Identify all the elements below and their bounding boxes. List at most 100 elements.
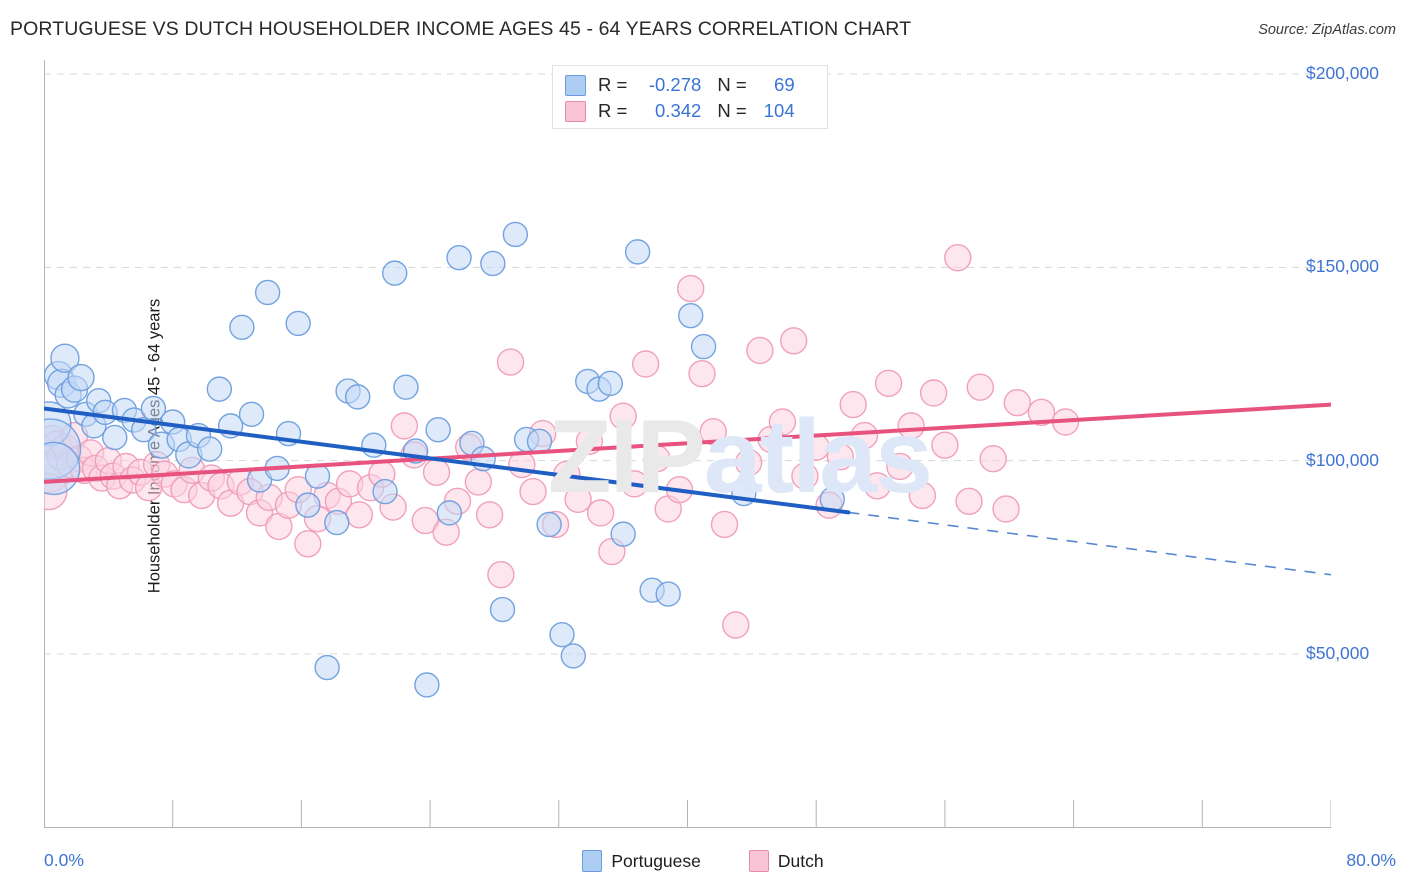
y-axis-tick-label: $200,000	[1306, 63, 1379, 83]
series-legend-item-dutch[interactable]: Dutch	[748, 850, 824, 872]
scatter-point	[1027, 398, 1056, 427]
scatter-point	[966, 373, 994, 401]
scatter-point	[382, 260, 408, 286]
stats-legend-row-dutch: R = 0.342 N = 104	[565, 98, 817, 124]
scatter-point	[699, 417, 727, 446]
r-label-portuguese: R =	[598, 74, 628, 95]
scatter-point	[1003, 388, 1031, 417]
scatter-point	[746, 336, 774, 365]
scatter-point	[826, 443, 855, 471]
scatter-point	[610, 521, 636, 547]
scatter-point	[560, 643, 586, 669]
scatter-point	[294, 530, 322, 558]
scatter-point	[655, 581, 681, 607]
scatter-point	[50, 343, 80, 373]
scatter-point	[229, 314, 255, 340]
scatter-point	[863, 472, 892, 500]
scatter-point	[425, 417, 451, 443]
scatter-point	[791, 462, 819, 490]
scatter-point	[586, 499, 615, 527]
series-legend: Portuguese Dutch	[0, 850, 1406, 872]
scatter-point	[345, 384, 371, 410]
series-legend-item-portuguese[interactable]: Portuguese	[582, 850, 701, 872]
scatter-point	[678, 302, 704, 329]
legend-swatch-dutch	[565, 100, 586, 122]
scatter-point	[688, 359, 716, 388]
trendline-solid	[44, 402, 1331, 484]
scatter-point	[597, 370, 623, 397]
scatter-point	[393, 374, 419, 400]
scatter-svg	[44, 60, 1331, 828]
legend-swatch-portuguese	[565, 74, 586, 96]
scatter-point	[446, 244, 472, 271]
scatter-point	[886, 452, 914, 481]
scatter-point	[564, 485, 592, 514]
scatter-point	[487, 561, 515, 589]
scatter-point	[390, 412, 419, 440]
scatter-point	[710, 510, 739, 539]
scatter-point	[979, 445, 1007, 473]
scatter-point	[631, 350, 660, 378]
series-swatch-dutch	[748, 850, 769, 872]
scatter-point	[436, 500, 463, 526]
series-label-portuguese: Portuguese	[611, 850, 701, 871]
scatter-point	[643, 445, 671, 473]
trendline-solid	[44, 406, 851, 515]
scatter-point	[931, 431, 959, 459]
scatter-point	[779, 327, 808, 355]
stats-legend: R = -0.278 N = 69 R = 0.342 N = 104	[552, 65, 828, 129]
scatter-point	[850, 421, 879, 450]
n-label-dutch: N =	[717, 100, 747, 121]
scatter-point	[919, 379, 948, 407]
series-label-dutch: Dutch	[777, 850, 824, 871]
y-axis-tick-label: $100,000	[1306, 449, 1379, 470]
scatter-point	[414, 672, 440, 698]
scatter-point	[285, 310, 311, 337]
scatter-point	[897, 412, 925, 440]
page-title: PORTUGUESE VS DUTCH HOUSEHOLDER INCOME A…	[10, 18, 912, 40]
x-axis-min-label: 0.0%	[44, 850, 84, 870]
scatter-point	[502, 221, 529, 248]
scatter-point	[345, 501, 374, 529]
scatter-point	[549, 621, 575, 648]
scatter-point	[624, 239, 651, 265]
scatter-point	[536, 511, 562, 538]
scatter-point	[411, 506, 439, 535]
scatter-point	[722, 611, 750, 639]
scatter-point	[102, 424, 128, 451]
scatter-point	[734, 448, 763, 477]
scatter-point	[475, 501, 504, 529]
trendline-dashed	[848, 511, 1331, 576]
x-axis-max-label: 80.0%	[1346, 850, 1396, 870]
scatter-point	[197, 436, 223, 462]
scatter-point	[955, 487, 983, 515]
scatter-point	[519, 477, 547, 506]
scatter-point	[324, 509, 350, 536]
r-value-portuguese: -0.278	[648, 74, 702, 95]
y-axis-tick-label: $50,000	[1306, 643, 1370, 663]
scatter-point	[295, 492, 321, 518]
source-attribution: Source: ZipAtlas.com	[1258, 22, 1396, 38]
series-swatch-portuguese	[582, 850, 603, 872]
r-value-dutch: 0.342	[655, 100, 702, 121]
scatter-point	[908, 481, 937, 510]
scatter-point	[768, 408, 797, 436]
scatter-point	[992, 495, 1020, 523]
n-label-portuguese: N =	[717, 74, 747, 95]
scatter-point	[372, 478, 398, 505]
scatter-point	[206, 376, 233, 402]
scatter-point	[67, 363, 95, 392]
scatter-point	[690, 333, 717, 360]
r-label-dutch: R =	[598, 100, 628, 121]
scatter-point	[496, 348, 525, 376]
scatter-point	[238, 401, 265, 427]
scatter-point	[874, 369, 903, 398]
n-value-portuguese: 69	[774, 74, 795, 95]
scatter-point	[839, 390, 867, 419]
scatter-point	[609, 402, 637, 430]
plot-area: $200,000 $150,000 $100,000 $50,000	[44, 60, 1379, 828]
y-axis-tick-label: $150,000	[1306, 256, 1379, 277]
stats-legend-row-portuguese: R = -0.278 N = 69	[565, 72, 817, 98]
scatter-point	[314, 654, 340, 681]
